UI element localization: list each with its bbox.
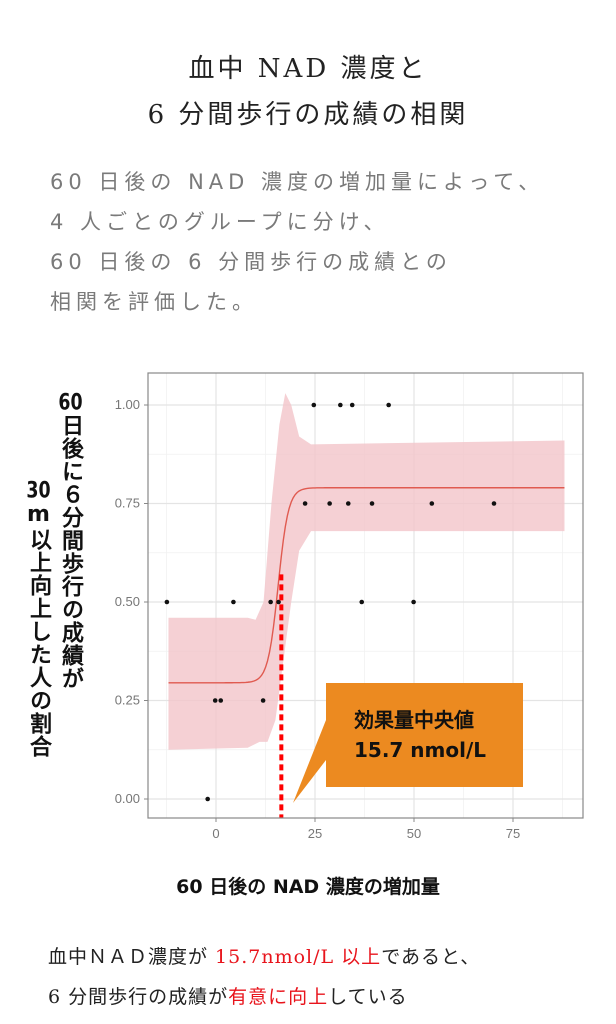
chart: 0 25 50 75 0.00 0.25 0.50 0.75 1.00 (115, 372, 584, 841)
title-line-1: 血中 NAD 濃度と (188, 54, 428, 84)
data-point (218, 698, 224, 703)
data-point (302, 501, 308, 506)
y-tick-label: 0.50 (115, 594, 140, 609)
y-label-text: 日後に６分間歩行の成績が (58, 414, 83, 690)
data-point (311, 402, 317, 408)
x-tick-label: 75 (506, 826, 520, 841)
callout-box: 効果量中央値 15.7 nmol/L (326, 683, 523, 787)
y-tick-label: 0.25 (115, 693, 140, 708)
plot-border (147, 372, 584, 819)
y-tick-label: 0.75 (115, 496, 140, 511)
description-line: 相関を評価した。 (50, 290, 258, 314)
conclusion-text: であると、 (381, 946, 481, 968)
data-point (491, 501, 497, 506)
conclusion-text: 6 分間歩行の成績が (48, 986, 229, 1008)
description: 60 日後の NAD 濃度の増加量によって、 4 人ごとのグループに分け、 60… (50, 162, 544, 322)
y-label-number: 60 (58, 392, 83, 414)
x-tick-label: 50 (407, 826, 421, 841)
data-point (268, 599, 273, 605)
callout-pointer (293, 720, 326, 803)
data-point (276, 599, 281, 605)
data-point (327, 501, 332, 506)
y-label-number: 30 (26, 480, 51, 502)
fit-line (168, 487, 565, 684)
x-axis-label: 60 日後の NAD 濃度の増加量 (176, 876, 440, 898)
conclusion-line-1: 血中ＮＡＤ濃度が 15.7nmol/L 以上であると、 (48, 942, 480, 969)
conclusion-highlight: 15.7nmol/L 以上 (215, 946, 382, 968)
data-point (231, 599, 236, 605)
data-point (386, 402, 391, 408)
description-line: 60 日後の NAD 濃度の増加量によって、 (50, 170, 545, 194)
callout-line-2: 15.7 nmol/L (354, 738, 487, 762)
data-point (164, 599, 170, 605)
y-axis-label-col1: 60日後に６分間歩行の成績が (57, 392, 83, 690)
data-point (260, 698, 266, 703)
x-tick-label: 0 (212, 826, 219, 841)
description-line: 60 日後の 6 分間歩行の成績との (50, 250, 452, 274)
conclusion-text: している (328, 986, 408, 1008)
y-label-text: m以上向上した人の割合 (26, 502, 51, 758)
data-point (359, 599, 365, 605)
data-point (411, 599, 416, 605)
conclusion-text: 血中ＮＡＤ濃度が (48, 946, 216, 968)
y-tick-label: 0.00 (115, 791, 140, 806)
data-point (345, 501, 351, 506)
data-point (205, 796, 210, 802)
data-point (212, 698, 218, 703)
x-tick-label: 25 (308, 826, 322, 841)
data-point (338, 402, 343, 408)
description-line: 4 人ごとのグループに分け、 (50, 210, 390, 234)
y-axis-label-col2: 30m以上向上した人の割合 (25, 480, 51, 758)
title-line-2: 6 分間歩行の成績の相関 (147, 100, 469, 130)
conclusion-highlight: 有意に向上 (228, 986, 329, 1008)
data-point (429, 501, 435, 506)
data-point (369, 501, 375, 506)
y-tick-label: 1.00 (115, 397, 140, 412)
data-point (349, 402, 355, 408)
callout-line-1: 効果量中央値 (354, 708, 474, 732)
conclusion-line-2: 6 分間歩行の成績が有意に向上している (48, 982, 408, 1009)
